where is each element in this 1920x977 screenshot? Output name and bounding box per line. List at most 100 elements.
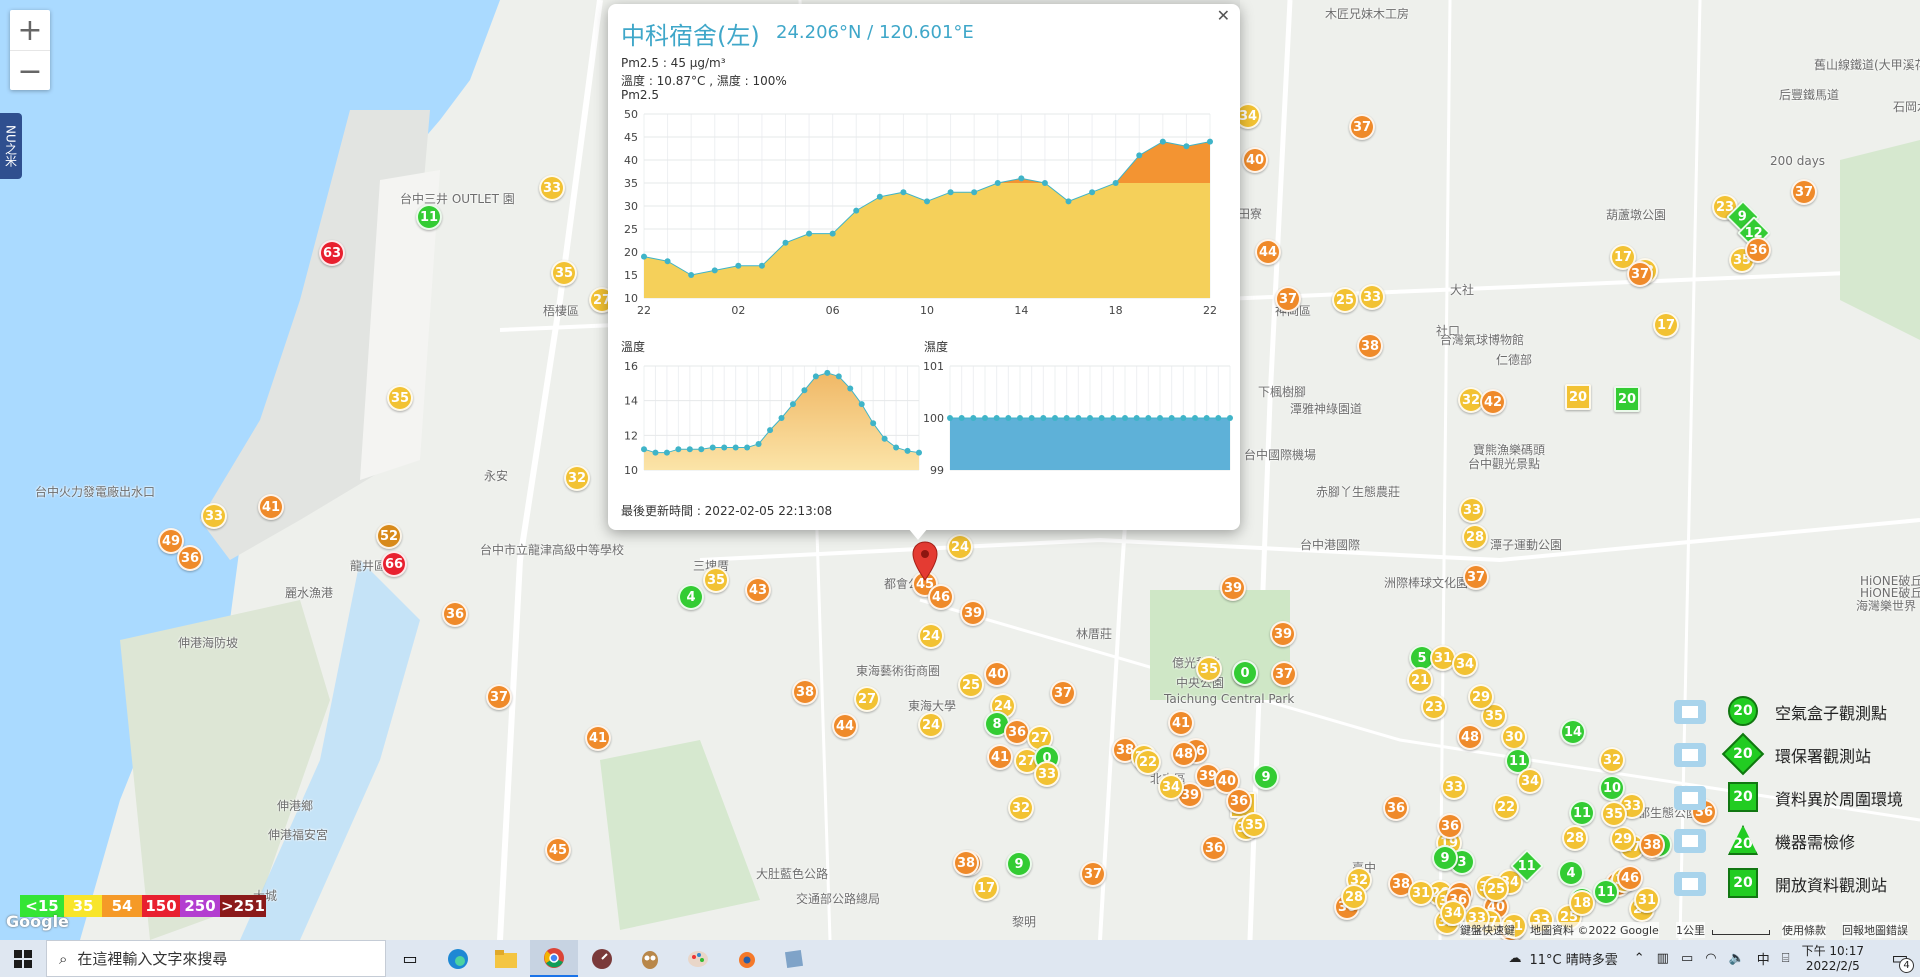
station-marker[interactable]: 41 bbox=[1168, 710, 1194, 736]
station-marker[interactable]: 36 bbox=[1437, 813, 1463, 839]
map-scale[interactable]: 1公里 bbox=[1676, 922, 1705, 938]
station-marker[interactable]: 29 bbox=[1610, 826, 1636, 852]
chrome-browser-icon[interactable] bbox=[530, 940, 578, 977]
station-marker[interactable]: 36 bbox=[442, 601, 468, 627]
station-marker[interactable]: 35 bbox=[387, 385, 413, 411]
station-marker[interactable]: 38 bbox=[953, 850, 979, 876]
station-marker[interactable]: 49 bbox=[158, 528, 184, 554]
station-marker[interactable]: 46 bbox=[1617, 865, 1643, 891]
station-marker[interactable]: 11 bbox=[1593, 879, 1619, 905]
station-marker[interactable]: 31 bbox=[1634, 887, 1660, 913]
station-marker[interactable]: 38 bbox=[1639, 832, 1665, 858]
station-marker[interactable]: 38 bbox=[1357, 333, 1383, 359]
station-marker[interactable]: 24 bbox=[918, 623, 944, 649]
popup-close-icon[interactable]: ✕ bbox=[1216, 6, 1230, 25]
station-marker[interactable]: 40 bbox=[984, 661, 1010, 687]
blender-app-icon[interactable] bbox=[722, 940, 770, 977]
station-marker[interactable]: 36 bbox=[1004, 719, 1030, 745]
station-marker[interactable]: 25 bbox=[1332, 287, 1358, 313]
station-marker[interactable]: 37 bbox=[1791, 179, 1817, 205]
station-marker[interactable]: 23 bbox=[1421, 694, 1447, 720]
station-marker[interactable]: 39 bbox=[1177, 782, 1203, 808]
station-marker[interactable]: 36 bbox=[1383, 795, 1409, 821]
station-marker[interactable]: 25 bbox=[958, 672, 984, 698]
station-marker[interactable]: 35 bbox=[551, 260, 577, 286]
zoom-in-button[interactable]: + bbox=[17, 12, 43, 48]
document-app-icon[interactable] bbox=[770, 940, 818, 977]
zoom-out-button[interactable]: − bbox=[10, 50, 50, 91]
station-marker[interactable]: 41 bbox=[987, 744, 1013, 770]
keyboard-shortcuts-link[interactable]: 鍵盤快速鍵 bbox=[1460, 922, 1515, 938]
station-marker[interactable]: 33 bbox=[1359, 284, 1385, 310]
file-explorer-icon[interactable] bbox=[482, 940, 530, 977]
station-marker[interactable]: 22 bbox=[1135, 749, 1161, 775]
station-marker[interactable]: 39 bbox=[1220, 575, 1246, 601]
station-marker[interactable]: 36 bbox=[1745, 237, 1771, 263]
notification-center-icon[interactable]: ▭ 4 bbox=[1880, 940, 1920, 977]
clock-app-icon[interactable] bbox=[578, 940, 626, 977]
station-marker[interactable]: 52 bbox=[376, 523, 402, 549]
show-hidden-icons-chevron-icon[interactable]: ⌃ bbox=[1633, 951, 1645, 966]
side-panel-tab[interactable]: NU之米 bbox=[0, 113, 22, 179]
station-marker[interactable]: 33 bbox=[1441, 774, 1467, 800]
station-marker[interactable]: 11 bbox=[416, 204, 442, 230]
station-marker[interactable]: 4 bbox=[678, 584, 704, 610]
station-marker[interactable]: 20 bbox=[1565, 384, 1591, 410]
station-marker[interactable]: 44 bbox=[1255, 239, 1281, 265]
station-marker[interactable]: 35 bbox=[1601, 801, 1627, 827]
station-marker[interactable]: 27 bbox=[854, 686, 880, 712]
station-marker[interactable]: 21 bbox=[1407, 667, 1433, 693]
station-marker[interactable]: 34 bbox=[1452, 651, 1478, 677]
station-marker[interactable]: 35 bbox=[1241, 812, 1267, 838]
edge-browser-icon[interactable] bbox=[434, 940, 482, 977]
volume-icon[interactable]: 🔈 bbox=[1728, 951, 1745, 966]
station-marker[interactable]: 17 bbox=[1653, 312, 1679, 338]
station-marker[interactable]: 34 bbox=[1158, 774, 1184, 800]
station-marker[interactable]: 41 bbox=[585, 725, 611, 751]
station-marker[interactable]: 36 bbox=[177, 545, 203, 571]
station-marker[interactable]: 31 bbox=[1430, 645, 1456, 671]
station-marker[interactable]: 66 bbox=[381, 551, 407, 577]
input-mode-icon[interactable]: ⌸ bbox=[1781, 951, 1790, 966]
wifi-icon[interactable]: ◠ bbox=[1705, 951, 1717, 966]
station-marker[interactable]: 35 bbox=[1196, 656, 1222, 682]
station-marker[interactable]: 33 bbox=[1034, 761, 1060, 787]
station-marker[interactable]: 32 bbox=[1458, 387, 1484, 413]
station-marker[interactable]: 31 bbox=[1408, 880, 1434, 906]
station-marker[interactable]: 37 bbox=[1080, 861, 1106, 887]
clock[interactable]: 下午 10:17 2022/2/5 bbox=[1802, 944, 1864, 974]
station-marker[interactable]: 36 bbox=[1226, 788, 1252, 814]
station-marker[interactable]: 43 bbox=[745, 577, 771, 603]
taskbar-search-box[interactable]: ⌕ 在這裡輸入文字來搜尋 bbox=[46, 940, 386, 977]
station-marker[interactable]: 33 bbox=[201, 503, 227, 529]
station-marker[interactable]: 23 bbox=[1712, 194, 1738, 220]
station-marker[interactable]: 28 bbox=[1562, 825, 1588, 851]
station-marker[interactable]: 18 bbox=[1569, 890, 1595, 916]
station-marker[interactable]: 37 bbox=[1050, 680, 1076, 706]
station-marker[interactable]: 35 bbox=[703, 567, 729, 593]
station-marker[interactable]: 40 bbox=[1242, 147, 1268, 173]
station-marker[interactable]: 9 bbox=[1006, 851, 1032, 877]
station-marker[interactable]: 24 bbox=[990, 693, 1016, 719]
station-marker[interactable]: 20 bbox=[1614, 386, 1640, 412]
station-marker[interactable]: 10 bbox=[1599, 775, 1625, 801]
station-marker[interactable]: 37 bbox=[1349, 114, 1375, 140]
station-marker[interactable]: 14 bbox=[1560, 719, 1586, 745]
station-marker[interactable]: 24 bbox=[947, 534, 973, 560]
station-marker[interactable]: 38 bbox=[792, 679, 818, 705]
station-marker[interactable]: 63 bbox=[319, 240, 345, 266]
station-marker[interactable]: 41 bbox=[258, 494, 284, 520]
station-marker[interactable]: 48 bbox=[1171, 741, 1197, 767]
station-marker[interactable]: 29 bbox=[1468, 684, 1494, 710]
network-icon[interactable]: ▥ bbox=[1656, 951, 1669, 966]
station-marker[interactable]: 22 bbox=[1493, 794, 1519, 820]
station-marker[interactable]: 37 bbox=[1275, 286, 1301, 312]
weather-widget[interactable]: 11°C 晴時多雲 bbox=[1529, 953, 1618, 968]
station-marker[interactable]: 11 bbox=[1569, 800, 1595, 826]
station-marker[interactable]: 44 bbox=[832, 713, 858, 739]
station-marker[interactable]: 34 bbox=[1517, 768, 1543, 794]
station-marker[interactable]: 32 bbox=[1599, 747, 1625, 773]
station-marker[interactable]: 25 bbox=[1483, 876, 1509, 902]
task-view-icon[interactable]: ▭ bbox=[402, 949, 418, 968]
station-marker[interactable]: 33 bbox=[539, 175, 565, 201]
